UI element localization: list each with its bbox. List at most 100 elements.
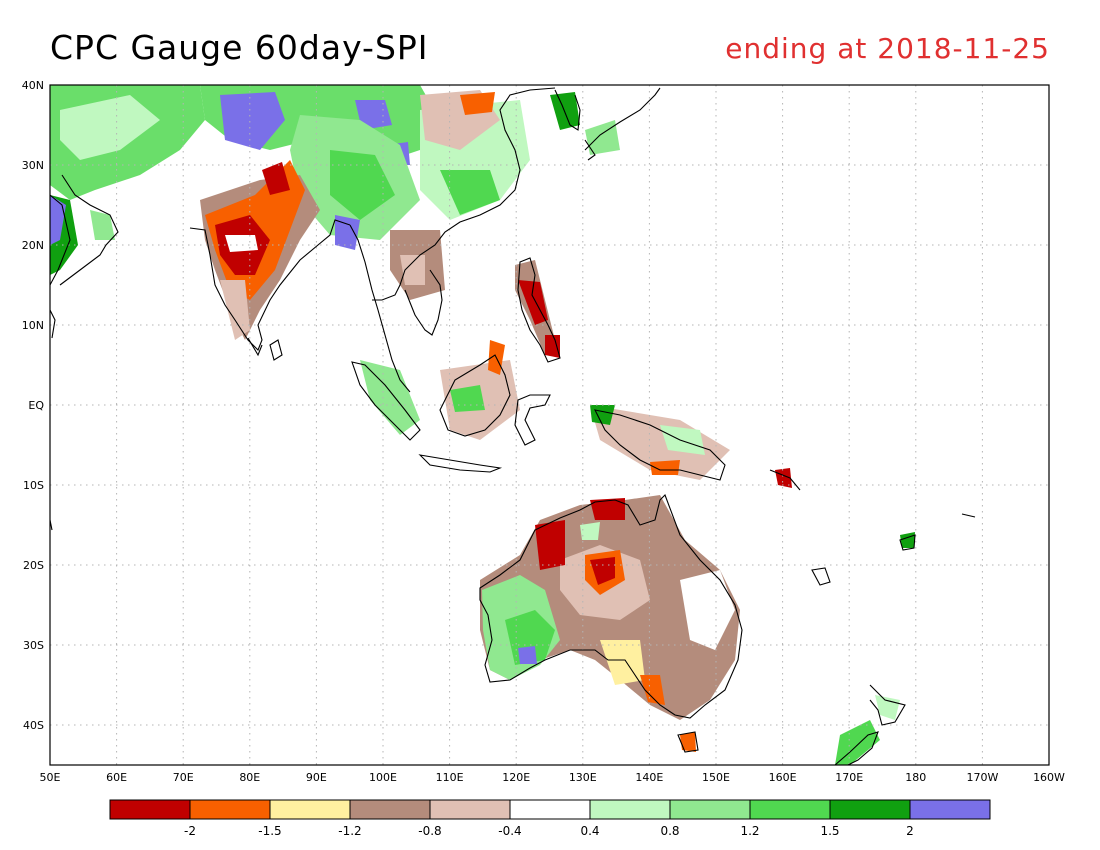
spi-field	[580, 522, 600, 540]
legend-swatch	[109, 799, 191, 820]
spi-field	[590, 498, 625, 520]
spi-field	[550, 92, 580, 130]
y-tick-label: 30N	[22, 159, 44, 172]
legend-swatch	[749, 799, 831, 820]
coastline	[189, 219, 351, 351]
coastline	[418, 454, 503, 473]
coastline	[514, 394, 551, 446]
spi-field	[50, 195, 66, 245]
coastline	[50, 194, 71, 286]
coastline	[584, 87, 661, 151]
legend-swatch	[269, 799, 351, 820]
x-tick-label: 130E	[569, 771, 597, 784]
spi-field	[590, 405, 730, 480]
coastline	[59, 174, 119, 286]
x-tick-label: 140E	[635, 771, 663, 784]
x-tick-label: 100E	[369, 771, 397, 784]
coastline	[404, 269, 443, 336]
spi-field	[262, 162, 290, 195]
spi-field	[60, 95, 160, 160]
x-tick-label: 110E	[436, 771, 464, 784]
spi-field	[330, 150, 395, 220]
coastline	[584, 139, 596, 161]
coastline	[677, 731, 699, 753]
spi-shading	[50, 85, 915, 765]
y-tick-label: 20N	[22, 239, 44, 252]
x-tick-label: 160E	[769, 771, 797, 784]
coastline	[269, 339, 283, 361]
legend-label: 2	[906, 824, 914, 838]
x-tick-label: 120E	[502, 771, 530, 784]
legend-label: -0.8	[418, 824, 441, 838]
spi-field	[545, 335, 560, 358]
map-frame	[49, 84, 1050, 766]
spi-field	[680, 732, 696, 752]
spi-field	[518, 646, 537, 664]
legend-label: 1.5	[820, 824, 839, 838]
y-tick-label: 40S	[23, 719, 44, 732]
spi-field	[335, 215, 360, 250]
spi-field	[660, 425, 705, 455]
coastline	[247, 337, 263, 357]
y-axis-labels: 40N 30N 20N 10N EQ 10S 20S 30S 40S	[22, 79, 45, 732]
x-tick-label: 170E	[835, 771, 863, 784]
y-tick-label: 10S	[23, 479, 44, 492]
spi-field	[835, 720, 880, 765]
coastline	[769, 469, 801, 491]
spi-field	[225, 235, 258, 252]
spi-field	[460, 92, 495, 115]
map-title: CPC Gauge 60day-SPI	[50, 28, 429, 67]
y-tick-label: 10N	[22, 319, 44, 332]
x-tick-label: 80E	[239, 771, 260, 784]
coastline	[349, 224, 411, 393]
legend-label: -1.2	[338, 824, 361, 838]
legend-swatch	[349, 799, 431, 820]
spi-field	[640, 675, 665, 705]
coastline	[834, 731, 879, 765]
spi-field	[650, 460, 680, 475]
coastline	[372, 87, 556, 301]
spi-field	[875, 695, 900, 720]
spi-field	[535, 520, 565, 570]
coastline	[594, 409, 726, 481]
legend-label: -2	[184, 824, 196, 838]
spi-field	[680, 570, 735, 650]
legend-swatch	[829, 799, 911, 820]
color-legend: -2 -1.5 -1.2 -0.8 -0.4 0.4 0.8 1.2 1.5 2	[109, 799, 991, 838]
spi-field	[360, 360, 420, 435]
y-tick-label: EQ	[28, 399, 44, 412]
x-axis-labels: 50E 60E 70E 80E 90E 100E 110E 120E 130E 140E 150E 1…	[40, 771, 1066, 784]
coastline	[961, 513, 976, 518]
legend-label: 1.2	[740, 824, 759, 838]
spi-field	[775, 468, 792, 488]
x-tick-label: 70E	[173, 771, 194, 784]
y-tick-label: 20S	[23, 559, 44, 572]
coastlines	[50, 87, 976, 765]
coastline	[517, 257, 561, 363]
legend-label: 0.4	[580, 824, 599, 838]
x-tick-label: 170W	[966, 771, 998, 784]
coastline	[554, 89, 581, 131]
legend-swatch	[189, 799, 271, 820]
y-tick-label: 40N	[22, 79, 44, 92]
x-tick-label: 150E	[702, 771, 730, 784]
x-tick-label: 160W	[1033, 771, 1065, 784]
coastline	[479, 494, 743, 719]
x-tick-label: 90E	[306, 771, 327, 784]
legend-swatch	[509, 799, 591, 820]
x-tick-label: 60E	[106, 771, 127, 784]
legend-swatch	[589, 799, 671, 820]
coastline	[811, 567, 831, 586]
spi-field	[518, 280, 548, 325]
map-date-subtitle: ending at 2018-11-25	[725, 32, 1050, 65]
spi-field	[220, 280, 250, 340]
spi-field	[440, 170, 500, 215]
spi-field	[220, 92, 285, 150]
x-tick-label: 50E	[40, 771, 61, 784]
coastline	[869, 684, 906, 726]
spi-field	[585, 120, 620, 155]
spi-field	[90, 210, 115, 240]
map-grid	[50, 85, 1049, 765]
coastline	[439, 354, 511, 437]
